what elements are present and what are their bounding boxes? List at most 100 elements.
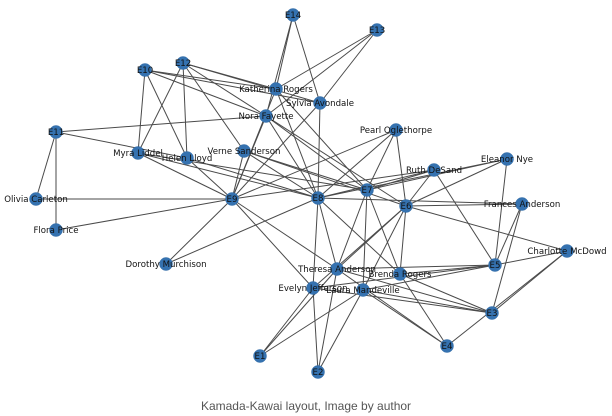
edge-e6-laura-mandeville (362, 205, 407, 291)
edge-e2-evelyn-jefferson (312, 287, 319, 373)
edge-e4-charlotte-mcdowd (446, 250, 568, 347)
node-label-e6: E6 (401, 202, 412, 212)
edge-e6-pearl-oglethorpe (395, 129, 407, 207)
node-label-myra-liddel: Myra Liddel (113, 149, 163, 159)
edge-e6-verne-sanderson (243, 150, 407, 207)
node-laura-mandeville (356, 283, 370, 297)
edge-e5-laura-mandeville (362, 264, 496, 291)
edge-e9-nora-fayette (231, 115, 267, 200)
node-label-katherina-rogers: Katherina Rogers (239, 85, 313, 95)
labels-layer: E14 E13 E12 E10 E11 E9 E8 E7 E6 E5 E4 E3 E2 E1 Katheri… (4, 11, 606, 378)
edges-layer (35, 14, 568, 373)
edge-e9-myra-liddel (137, 152, 233, 200)
network-graph: E14 E13 E12 E10 E11 E9 E8 E7 E6 E5 E4 E3 E2 E1 Katheri… (4, 8, 607, 379)
edge-e7-myra-liddel (137, 152, 368, 191)
edge-e9-theresa-anderson (231, 198, 338, 270)
edge-e10-katherina-rogers (144, 69, 277, 90)
node-label-charlotte-mcdowd: Charlotte McDowd (527, 247, 606, 257)
edge-e8-theresa-anderson (317, 197, 338, 270)
node-katherina-rogers (269, 82, 283, 96)
edge-e2-laura-mandeville (317, 289, 364, 373)
node-label-e13: E13 (369, 26, 385, 36)
node-e11 (49, 125, 63, 139)
edge-e9-verne-sanderson (231, 150, 245, 200)
node-label-dorothy-murchison: Dorothy Murchison (125, 260, 206, 270)
edge-e11-nora-fayette (55, 115, 267, 133)
node-charlotte-mcdowd (560, 244, 574, 258)
edge-e9-dorothy-murchison (165, 198, 233, 265)
nodes-layer (29, 8, 574, 379)
node-label-nora-fayette: Nora Fayette (238, 112, 293, 122)
edge-e9-helen-lloyd (186, 157, 233, 200)
node-e7 (360, 183, 374, 197)
node-e3 (485, 306, 499, 320)
edge-e11-helen-lloyd (55, 131, 188, 159)
edge-e4-brenda-rogers (399, 273, 448, 347)
node-olivia-carleton (29, 192, 43, 206)
edge-e13-nora-fayette (265, 29, 378, 117)
node-label-e14: E14 (285, 11, 301, 21)
node-dorothy-murchison (159, 257, 173, 271)
node-label-pearl-oglethorpe: Pearl Oglethorpe (360, 126, 432, 136)
edge-e13-katherina-rogers (275, 29, 378, 90)
edge-e5-frances-anderson (494, 203, 523, 266)
edge-e7-theresa-anderson (336, 189, 368, 270)
edge-e8-evelyn-jefferson (312, 197, 319, 289)
edge-e12-verne-sanderson (182, 62, 245, 152)
edge-e14-nora-fayette (265, 14, 294, 117)
edge-e1-evelyn-jefferson (259, 287, 314, 357)
edge-e12-helen-lloyd (182, 62, 188, 159)
edge-e6-ruth-desand (405, 169, 435, 207)
node-e6 (399, 199, 413, 213)
node-e5 (488, 258, 502, 272)
node-label-e1: E1 (255, 352, 266, 362)
edge-e3-frances-anderson (491, 203, 523, 314)
node-ruth-desand (427, 163, 441, 177)
node-label-e2: E2 (313, 368, 324, 378)
node-label-brenda-rogers: Brenda Rogers (368, 270, 432, 280)
node-helen-lloyd (180, 151, 194, 165)
edge-e5-theresa-anderson (336, 264, 496, 270)
node-label-verne-sanderson: Verne Sanderson (208, 147, 281, 157)
node-evelyn-jefferson (306, 281, 320, 295)
edge-e6-evelyn-jefferson (312, 205, 407, 289)
figure-caption: Kamada-Kawai layout, Image by author (200, 399, 412, 413)
edge-e7-laura-mandeville (362, 189, 368, 291)
node-e8 (311, 191, 325, 205)
edge-e12-sylvia-avondale (182, 62, 321, 104)
edge-e8-dorothy-murchison (165, 197, 319, 265)
edge-e10-sylvia-avondale (144, 69, 321, 104)
node-flora-price (49, 223, 63, 237)
edge-e7-brenda-rogers (366, 189, 401, 275)
edge-e10-helen-lloyd (144, 69, 188, 159)
edge-e8-frances-anderson (317, 197, 523, 205)
node-label-e7: E7 (362, 186, 373, 196)
edge-e3-theresa-anderson (336, 268, 493, 314)
node-label-e10: E10 (137, 66, 153, 76)
edge-e4-theresa-anderson (336, 268, 448, 347)
edge-e7-katherina-rogers (275, 88, 368, 191)
edge-e7-ruth-desand (366, 169, 435, 191)
edge-e1-laura-mandeville (259, 289, 364, 357)
edge-e2-theresa-anderson (317, 268, 338, 373)
edge-e3-charlotte-mcdowd (491, 250, 568, 314)
edge-e11-olivia-carleton (35, 131, 57, 200)
edge-e14-sylvia-avondale (292, 14, 321, 104)
node-e2 (311, 365, 325, 379)
node-label-e11: E11 (48, 128, 64, 138)
edge-e3-laura-mandeville (362, 289, 493, 314)
edge-e3-evelyn-jefferson (312, 287, 493, 314)
edge-e6-brenda-rogers (399, 205, 407, 275)
edge-e5-ruth-desand (433, 169, 496, 266)
edge-e9-evelyn-jefferson (231, 198, 314, 289)
edge-e12-myra-liddel (137, 62, 184, 154)
node-label-ruth-desand: Ruth DeSand (406, 166, 462, 176)
edge-e8-katherina-rogers (275, 88, 319, 199)
node-sylvia-avondale (313, 96, 327, 110)
edge-e1-theresa-anderson (259, 268, 338, 357)
edge-e5-charlotte-mcdowd (494, 250, 568, 266)
node-eleanor-nye (500, 152, 514, 166)
node-verne-sanderson (237, 144, 251, 158)
edge-e13-sylvia-avondale (319, 29, 378, 104)
edge-e8-nora-fayette (265, 115, 319, 199)
